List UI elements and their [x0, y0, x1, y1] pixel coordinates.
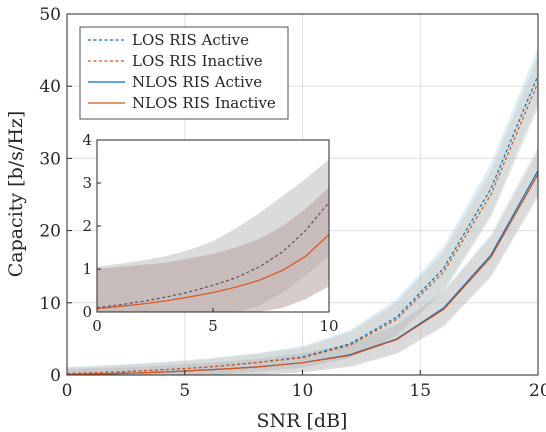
inset-y-tick-label: 0: [82, 303, 92, 321]
confidence-band-2: [67, 56, 538, 375]
y-tick-label: 30: [39, 149, 61, 169]
main-y-ticks: 0 10 20 30 40 50: [39, 5, 72, 386]
inset-chart: 0 5 10 0 1 2 3 4: [82, 131, 338, 335]
confidence-band-3: [67, 146, 538, 375]
series-line-4: [66, 174, 539, 375]
inset-series-line-1: [96, 202, 330, 309]
x-tick-label: 0: [62, 381, 73, 401]
legend-label: LOS RIS Active: [132, 31, 249, 49]
y-axis-label: Capacity [b/s/Hz]: [5, 111, 27, 278]
confidence-band-1: [67, 47, 538, 376]
inset-x-tick-label: 10: [319, 317, 338, 335]
inset-series-line-2: [96, 234, 330, 310]
x-tick-label: 10: [292, 381, 314, 401]
legend-label: LOS RIS Inactive: [132, 52, 263, 70]
series-line-2: [66, 82, 539, 375]
inset-y-tick-label: 4: [82, 131, 92, 149]
inset-y-tick-label: 1: [82, 260, 92, 278]
y-tick-label: 10: [39, 294, 61, 314]
confidence-band-4: [67, 151, 538, 375]
legend-label: NLOS RIS Active: [132, 73, 262, 91]
main-series-lines: [66, 75, 539, 375]
main-confidence-bands: [67, 47, 538, 376]
y-tick-label: 50: [39, 5, 61, 25]
x-axis-label: SNR [dB]: [257, 410, 348, 432]
inset-y-ticks: 0 1 2 3 4: [82, 131, 101, 321]
inset-y-tick-label: 3: [82, 174, 92, 192]
y-tick-label: 40: [39, 77, 61, 97]
inset-confidence-bands: [97, 159, 329, 312]
inset-x-ticks: 0 5 10: [92, 308, 339, 335]
x-tick-label: 20: [529, 381, 546, 401]
legend: LOS RIS Active LOS RIS Inactive NLOS RIS A…: [79, 26, 289, 120]
inset-x-tick-label: 0: [92, 317, 102, 335]
inset-confidence-band-2: [97, 187, 329, 312]
legend-box: [79, 26, 289, 120]
inset-x-tick-label: 5: [208, 317, 218, 335]
x-tick-label: 15: [409, 381, 431, 401]
inset-series-lines: [96, 202, 330, 310]
y-tick-label: 20: [39, 222, 61, 242]
y-tick-label: 0: [50, 366, 61, 386]
x-tick-label: 5: [179, 381, 190, 401]
legend-label: NLOS RIS Inactive: [132, 94, 276, 112]
inset-y-tick-label: 2: [82, 217, 92, 235]
main-x-ticks: 0 5 10 15 20: [62, 370, 546, 401]
